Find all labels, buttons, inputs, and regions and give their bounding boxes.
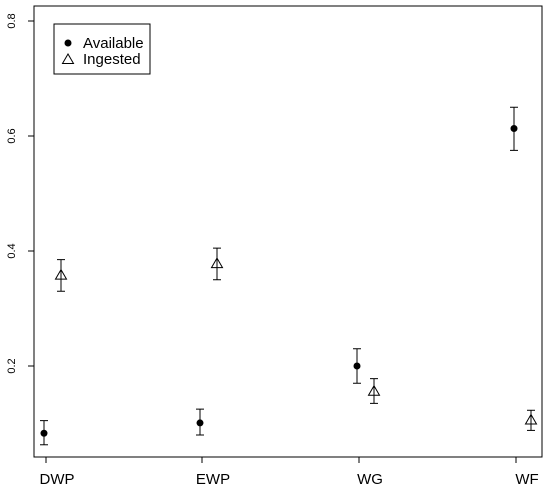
legend-available-label: Available <box>83 35 144 52</box>
point-available-0 <box>40 429 48 437</box>
point-available-1 <box>196 419 204 427</box>
legend-box <box>53 23 151 75</box>
point-ingested-3 <box>524 413 538 425</box>
x-tick-label-3: WF <box>515 471 538 488</box>
point-ingested-1 <box>210 257 224 269</box>
y-tick-label-2: 0.6 <box>6 128 18 143</box>
legend: Available Ingested <box>53 23 151 75</box>
x-tick-label-1: EWP <box>196 471 230 488</box>
point-available-3 <box>510 125 518 133</box>
y-tick-label-1: 0.4 <box>6 243 18 258</box>
legend-available-marker <box>64 39 72 47</box>
plot-frame <box>33 5 543 458</box>
data-marks <box>40 106 538 446</box>
x-tick-label-0: DWP <box>40 471 75 488</box>
y-tick-label-3: 0.8 <box>6 13 18 28</box>
x-tick-label-2: WG <box>357 471 383 488</box>
point-ingested-2 <box>367 384 381 396</box>
x-axis: DWP EWP WG WF <box>40 457 539 488</box>
point-ingested-0 <box>54 268 68 280</box>
point-available-2 <box>353 362 361 370</box>
y-axis: 0.2 0.4 0.6 0.8 <box>6 13 34 374</box>
legend-ingested-marker <box>61 53 75 64</box>
legend-ingested-label: Ingested <box>83 51 141 68</box>
y-tick-label-0: 0.2 <box>6 358 18 373</box>
